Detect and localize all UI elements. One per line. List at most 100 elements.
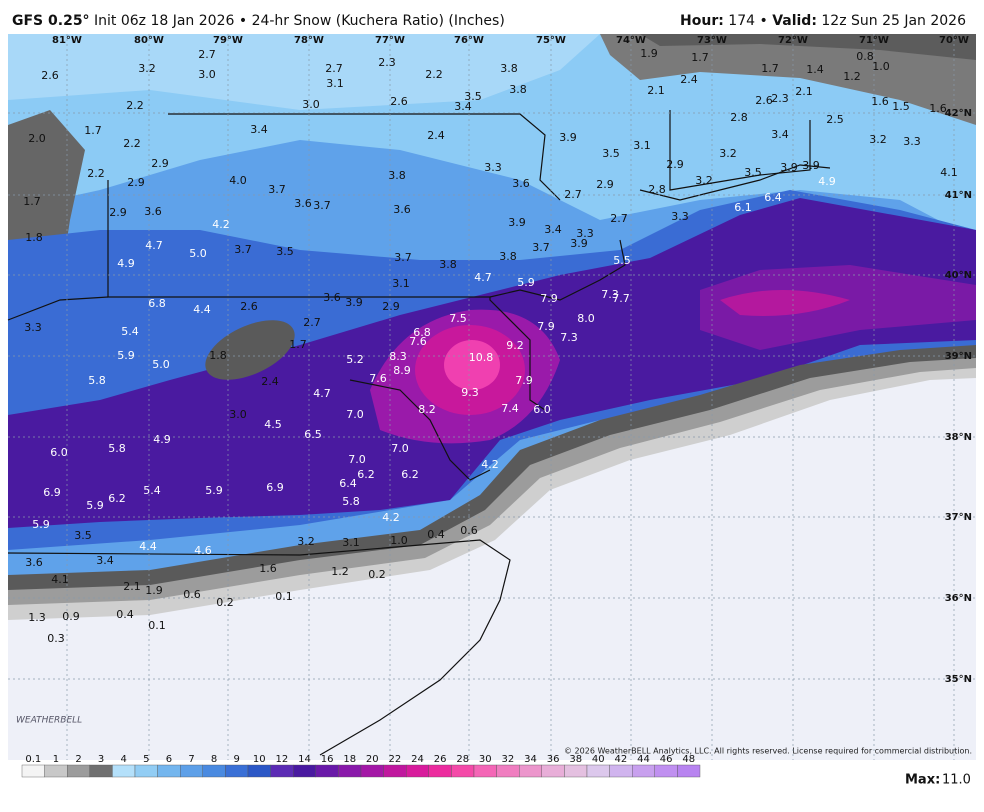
colorbar-tick-label: 2	[75, 754, 81, 765]
color-cell	[360, 764, 384, 778]
snow-amount: 5.8	[108, 442, 126, 455]
snow-amount: 2.8	[730, 111, 748, 124]
color-cell	[66, 764, 90, 778]
latitude-label: 41°N	[945, 190, 972, 201]
snow-amount: 4.0	[229, 174, 247, 187]
snow-amount: 3.4	[544, 223, 562, 236]
snow-amount: 3.6	[323, 291, 341, 304]
color-cell	[406, 764, 430, 778]
snow-amount: 3.3	[671, 210, 689, 223]
longitude-label: 81°W	[52, 35, 82, 46]
snow-amount: 4.9	[153, 433, 171, 446]
color-cell	[609, 764, 633, 778]
snow-amount: 1.3	[28, 611, 46, 624]
longitude-label: 77°W	[375, 35, 405, 46]
snow-amount: 2.6	[390, 95, 408, 108]
header-part: 12z Sun 25 Jan 2026	[821, 13, 966, 29]
colorbar-tick-label: 22	[389, 754, 402, 765]
snow-amount: 0.4	[116, 608, 134, 621]
snow-amount: 9.3	[461, 386, 479, 399]
color-cell	[179, 764, 203, 778]
color-cell	[541, 764, 565, 778]
snow-amount: 0.6	[183, 588, 201, 601]
color-cell	[202, 764, 226, 778]
snow-amount: 4.2	[212, 218, 230, 231]
latitude-label: 40°N	[945, 270, 972, 281]
color-cell	[586, 764, 610, 778]
snow-amount: 3.9	[570, 237, 588, 250]
color-cell	[677, 764, 701, 778]
color-cell	[21, 764, 45, 778]
snow-amount: 3.2	[719, 147, 737, 160]
snow-amount: 7.7	[612, 292, 630, 305]
snow-amount: 0.2	[368, 568, 386, 581]
colorbar-tick-label: 18	[343, 754, 356, 765]
colorbar-tick-label: 44	[637, 754, 650, 765]
snow-amount: 2.1	[647, 84, 665, 97]
snow-amount: 5.9	[117, 349, 135, 362]
snow-amount: 6.9	[43, 486, 61, 499]
snow-amount: 2.9	[596, 178, 614, 191]
snow-amount: 5.0	[152, 358, 170, 371]
latitude-label: 38°N	[945, 432, 972, 443]
max-value: 11.0	[942, 773, 971, 788]
snow-amount: 7.3	[601, 288, 619, 301]
snow-amount: 7.9	[515, 374, 533, 387]
snow-amount: 0.2	[216, 596, 234, 609]
color-cell	[157, 764, 181, 778]
snow-amount: 4.9	[117, 257, 135, 270]
snow-amount: 3.1	[342, 536, 360, 549]
snow-amount: 10.8	[469, 351, 494, 364]
snow-amount: 7.5	[449, 312, 467, 325]
snow-amount: 3.0	[302, 98, 320, 111]
snow-amount: 8.0	[577, 312, 595, 325]
snow-amount: 1.2	[331, 565, 349, 578]
snow-amount: 7.4	[501, 402, 519, 415]
snow-amount: 5.8	[342, 495, 360, 508]
header-part: GFS 0.25°	[12, 13, 90, 29]
snow-amount: 1.8	[209, 349, 227, 362]
snow-amount: 1.9	[640, 47, 658, 60]
longitude-label: 79°W	[213, 35, 243, 46]
snow-amount: 3.3	[903, 135, 921, 148]
colorbar-tick-label: 7	[188, 754, 194, 765]
colorbar-tick-label: 34	[524, 754, 537, 765]
snow-amount: 3.2	[869, 133, 887, 146]
header-part: 174	[728, 13, 755, 29]
colorbar-tick-label: 26	[434, 754, 447, 765]
snow-amount: 4.2	[382, 511, 400, 524]
header-part: 24-hr Snow (Kuchera Ratio) (Inches)	[252, 13, 505, 29]
snow-amount: 3.6	[144, 205, 162, 218]
colorbar-tick-label: 32	[502, 754, 515, 765]
snow-amount: 3.1	[392, 277, 410, 290]
snow-amount: 5.9	[86, 499, 104, 512]
snow-amount: 3.3	[484, 161, 502, 174]
snow-amount: 4.9	[818, 175, 836, 188]
snow-amount: 2.7	[610, 212, 628, 225]
latitude-label: 42°N	[945, 108, 972, 119]
snow-amount: 4.7	[474, 271, 492, 284]
latitude-label: 37°N	[945, 512, 972, 523]
snow-amount: 7.6	[369, 372, 387, 385]
snow-amount: 3.2	[695, 174, 713, 187]
snow-amount: 9.2	[506, 339, 524, 352]
snow-amount: 3.1	[326, 77, 344, 90]
snow-amount: 1.7	[84, 124, 102, 137]
header-right: Hour: 174 • Valid: 12z Sun 25 Jan 2026	[680, 13, 966, 29]
snow-amount: 5.5	[613, 254, 631, 267]
longitude-label: 70°W	[939, 35, 969, 46]
latitude-label: 35°N	[945, 674, 972, 685]
snow-amount: 3.6	[393, 203, 411, 216]
snow-amount: 1.7	[289, 338, 307, 351]
snow-amount: 3.8	[500, 62, 518, 75]
snow-amount: 3.7	[234, 243, 252, 256]
snow-amount: 3.1	[633, 139, 651, 152]
snow-amount: 8.2	[418, 403, 436, 416]
colorbar-tick-label: 42	[615, 754, 628, 765]
header-part: Valid:	[772, 13, 817, 29]
snow-amount: 6.5	[304, 428, 322, 441]
snow-amount: 6.2	[108, 492, 126, 505]
snow-amount: 1.7	[23, 195, 41, 208]
